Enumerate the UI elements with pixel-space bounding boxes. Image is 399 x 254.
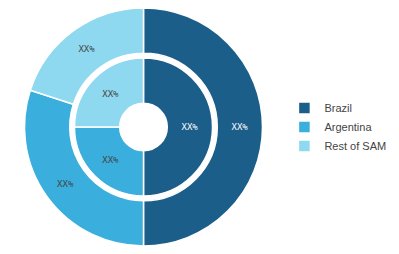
svg-text:XX%: XX% [102,155,119,165]
svg-text:XX%: XX% [57,179,74,189]
svg-text:Rest of SAM: Rest of SAM [324,140,386,152]
svg-text:XX%: XX% [231,122,248,132]
svg-text:XX%: XX% [102,89,119,99]
svg-text:Argentina: Argentina [324,121,372,133]
svg-text:XX%: XX% [78,44,95,54]
svg-text:Brazil: Brazil [324,102,352,114]
svg-text:XX%: XX% [181,122,198,132]
